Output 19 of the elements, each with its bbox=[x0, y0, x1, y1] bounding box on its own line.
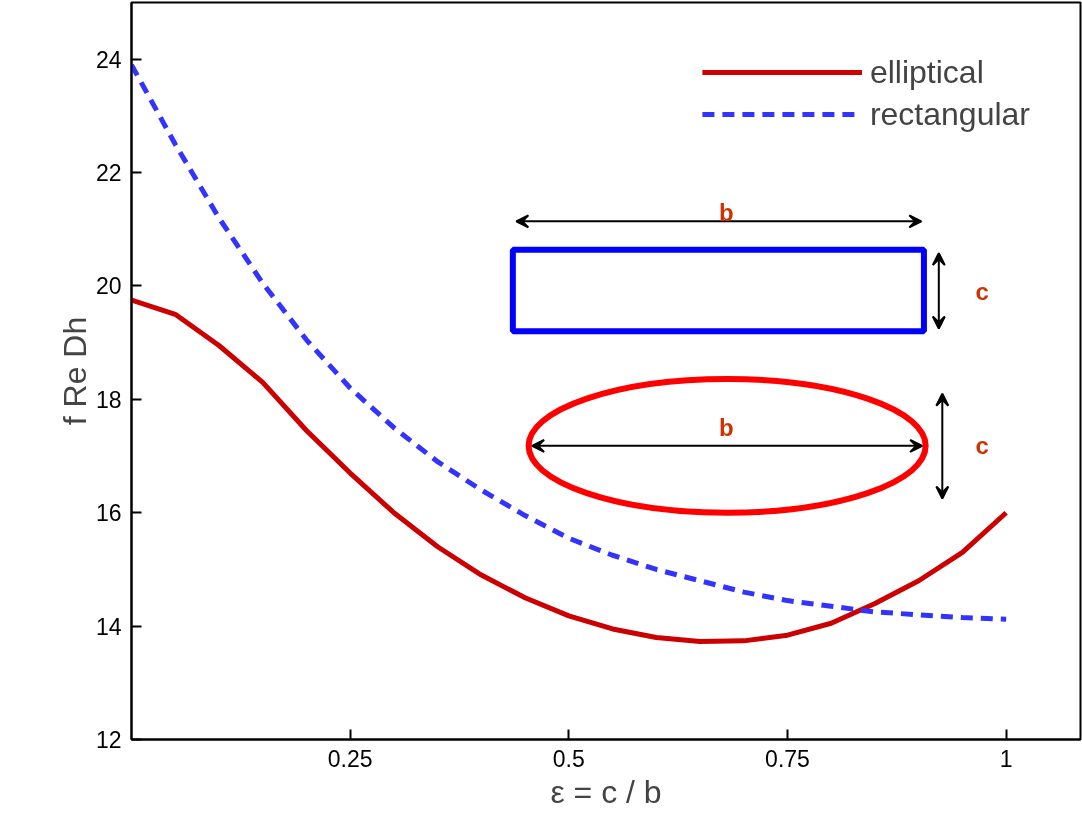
x-tick-label: 0.25 bbox=[327, 745, 373, 772]
x-axis-title: ε = c / b bbox=[550, 773, 662, 810]
y-tick-label: 24 bbox=[95, 46, 122, 73]
y-tick-label: 18 bbox=[95, 386, 122, 413]
legend-label: elliptical bbox=[869, 53, 984, 91]
annotation: c bbox=[975, 278, 989, 306]
x-tick-label: 0.5 bbox=[552, 745, 585, 772]
y-axis-title: f Re Dh bbox=[56, 316, 93, 426]
x-tick-label: 0.75 bbox=[765, 745, 810, 772]
annotation: b bbox=[718, 198, 734, 226]
x-tick-label: 1 bbox=[999, 745, 1013, 772]
y-tick-label: 20 bbox=[95, 273, 122, 300]
annotation: c bbox=[975, 432, 989, 460]
annotation: b bbox=[718, 414, 734, 442]
y-tick-label: 12 bbox=[95, 727, 122, 753]
y-tick-label: 22 bbox=[95, 160, 122, 187]
legend-label: rectangular bbox=[869, 95, 1030, 133]
y-tick-label: 14 bbox=[95, 613, 122, 640]
y-tick-label: 16 bbox=[95, 500, 122, 527]
